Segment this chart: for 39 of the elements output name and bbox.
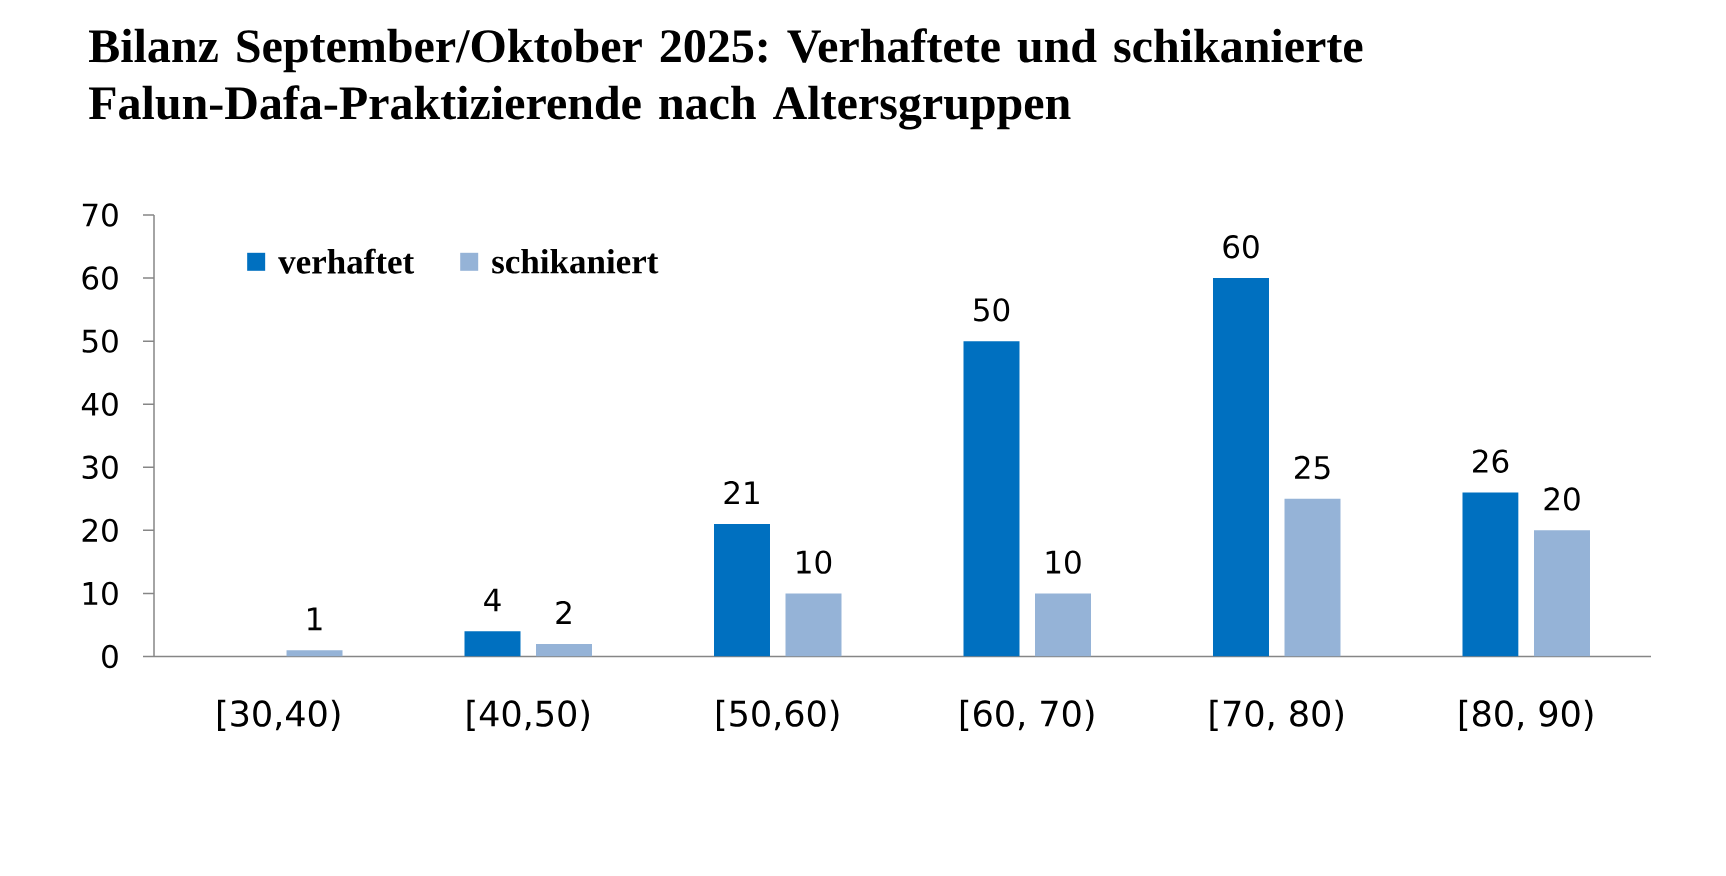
bar: [1462, 492, 1519, 657]
bar: [1213, 278, 1269, 657]
data-label: 10: [797, 550, 832, 574]
y-tick-label: 0: [102, 644, 118, 669]
x-tick-label: [50,60): [717, 699, 839, 731]
bar: [464, 631, 521, 657]
data-label: 20: [1544, 487, 1580, 511]
x-tick-label: [70, 80): [1210, 699, 1343, 731]
data-label: 26: [1473, 449, 1509, 473]
bar: [785, 593, 842, 657]
y-tick-label: 10: [83, 581, 118, 606]
y-tick-label: 40: [81, 392, 118, 416]
y-tick-label: 60: [82, 266, 118, 290]
x-tick-label: [80, 90): [1459, 699, 1593, 731]
bar: [714, 524, 770, 657]
legend-label: verhaftet: [278, 248, 415, 274]
data-label: 1: [308, 607, 322, 631]
x-tick-label: [40,50): [467, 699, 589, 731]
data-label: 10: [1046, 550, 1081, 574]
y-tick-label: 20: [82, 518, 118, 543]
bar: [963, 341, 1020, 657]
data-label: 4: [484, 588, 501, 612]
y-tick-label: 30: [82, 455, 118, 480]
bar: [1035, 593, 1091, 657]
bar: [1534, 530, 1590, 657]
data-label: 50: [974, 298, 1010, 322]
data-label: 21: [724, 481, 759, 505]
bar: [536, 643, 592, 657]
bar: [286, 650, 343, 657]
data-label: 2: [556, 600, 571, 624]
bar: [1284, 498, 1341, 657]
y-tick-label: 70: [82, 203, 118, 227]
x-tick-label: [60, 70): [960, 699, 1094, 731]
chart-title: Bilanz September/Oktober 2025: Verhaftete und schikanierte Falun-Dafa-Praktizierende nach Altersgruppen: [89, 28, 1363, 130]
legend-label: schikaniert: [492, 248, 659, 274]
data-label: 25: [1295, 455, 1330, 480]
y-tick-label: 50: [82, 329, 118, 353]
data-label: 60: [1223, 235, 1259, 259]
x-tick-label: [30,40): [218, 699, 340, 731]
